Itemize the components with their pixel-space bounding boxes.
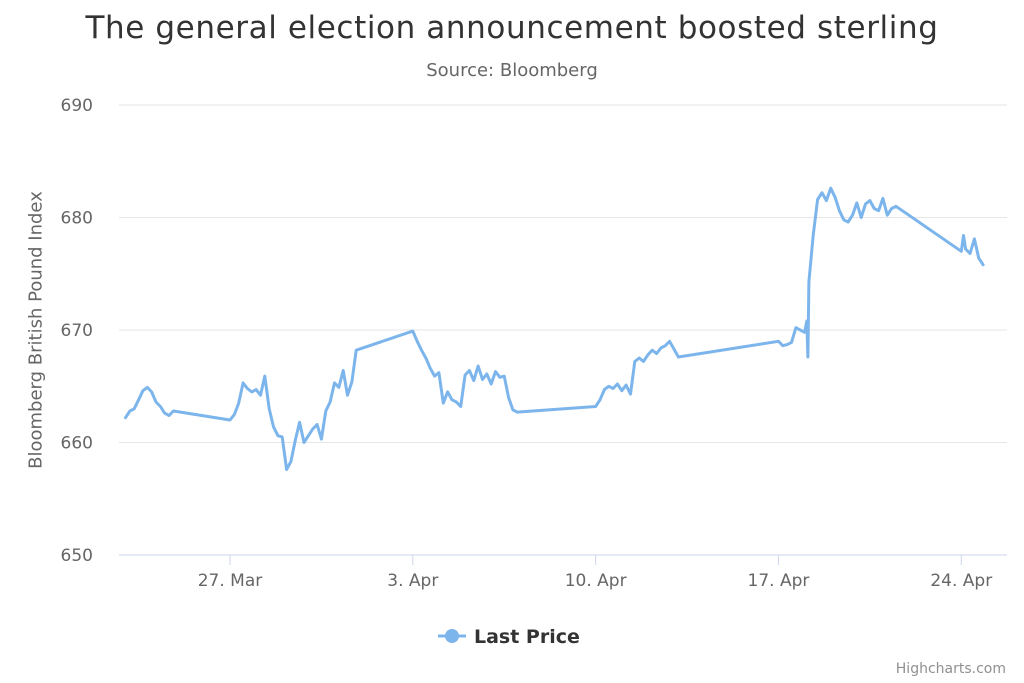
credits-link[interactable]: Highcharts.com xyxy=(895,661,1006,677)
x-tick-label: 24. Apr xyxy=(930,571,992,591)
y-tick-label: 690 xyxy=(61,96,93,116)
series-line-last-price xyxy=(124,186,985,471)
x-tick-label: 10. Apr xyxy=(565,571,627,591)
chart-subtitle: Source: Bloomberg xyxy=(426,60,598,81)
y-tick-label: 660 xyxy=(61,434,93,454)
y-axis: 650 660 670 680 690 xyxy=(61,96,93,566)
y-tick-label: 670 xyxy=(61,321,93,341)
x-tick-label: 17. Apr xyxy=(748,571,810,591)
legend[interactable]: Last Price xyxy=(438,626,580,648)
series-layer xyxy=(124,186,985,471)
legend-item-last-price[interactable]: Last Price xyxy=(438,626,580,648)
y-tick-label: 650 xyxy=(61,546,93,566)
legend-marker-icon xyxy=(445,629,459,643)
y-tick-label: 680 xyxy=(61,209,93,229)
x-axis: 27. Mar 3. Apr 10. Apr 17. Apr 24. Apr xyxy=(119,554,1007,591)
legend-label: Last Price xyxy=(474,626,580,648)
grid-lines xyxy=(119,104,1007,443)
x-tick-label: 3. Apr xyxy=(387,571,438,591)
chart-title: The general election announcement booste… xyxy=(85,10,939,46)
x-tick-label: 27. Mar xyxy=(198,571,263,591)
